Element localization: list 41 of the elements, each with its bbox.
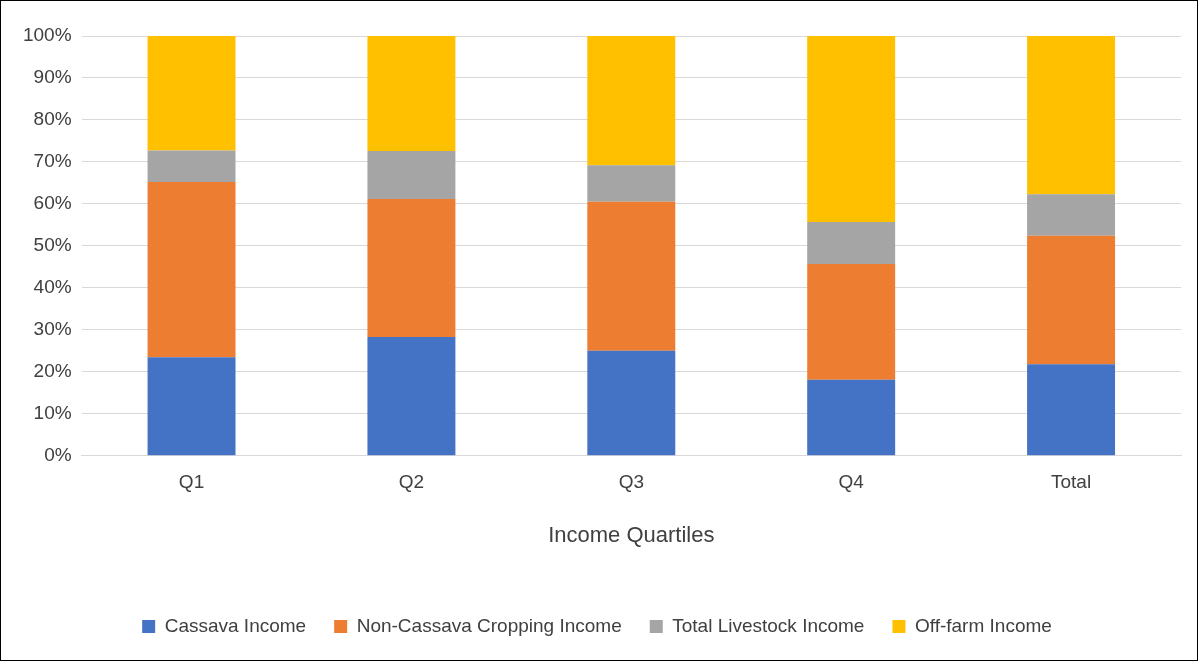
bar	[587, 201, 676, 351]
bar	[587, 36, 676, 166]
x-tick-label: Q2	[398, 471, 425, 493]
bar	[147, 36, 236, 151]
bar	[147, 357, 236, 456]
legend-label: Off-farm Income	[914, 614, 1052, 636]
legend-label: Non-Cassava Cropping Income	[356, 614, 622, 636]
legend-label: Cassava Income	[164, 614, 307, 636]
bar	[1027, 235, 1116, 365]
y-tick-label: 90%	[33, 66, 72, 88]
bar	[1027, 364, 1116, 456]
y-tick-label: 30%	[33, 318, 72, 340]
y-tick-label: 10%	[33, 402, 72, 424]
y-tick-label: 100%	[22, 24, 72, 46]
bar	[367, 36, 456, 152]
bar	[367, 198, 456, 337]
y-tick-label: 60%	[33, 192, 72, 214]
x-tick-label: Q3	[618, 471, 644, 493]
y-tick-label: 40%	[33, 276, 72, 298]
x-tick-label: Q1	[178, 471, 205, 493]
y-tick-label: 20%	[33, 360, 72, 382]
y-tick-label: 80%	[33, 108, 72, 130]
bar	[1027, 194, 1116, 236]
bar	[587, 350, 676, 456]
bar	[807, 36, 896, 222]
legend-label: Total Livestock Income	[672, 614, 865, 636]
bar	[147, 182, 236, 358]
y-tick-label: 50%	[33, 234, 72, 256]
y-tick-label: 70%	[33, 150, 72, 172]
bar	[147, 150, 236, 183]
x-axis-title: Income Quartiles	[548, 521, 715, 547]
x-tick-label: Total	[1050, 471, 1092, 493]
bar	[367, 337, 456, 456]
x-tick-label: Q4	[838, 471, 865, 493]
bar	[807, 379, 896, 456]
bar	[1027, 36, 1116, 195]
bar	[807, 221, 896, 264]
bar	[807, 263, 896, 380]
bar	[587, 165, 676, 202]
y-tick-label: 0%	[44, 444, 72, 466]
bar	[367, 151, 456, 199]
